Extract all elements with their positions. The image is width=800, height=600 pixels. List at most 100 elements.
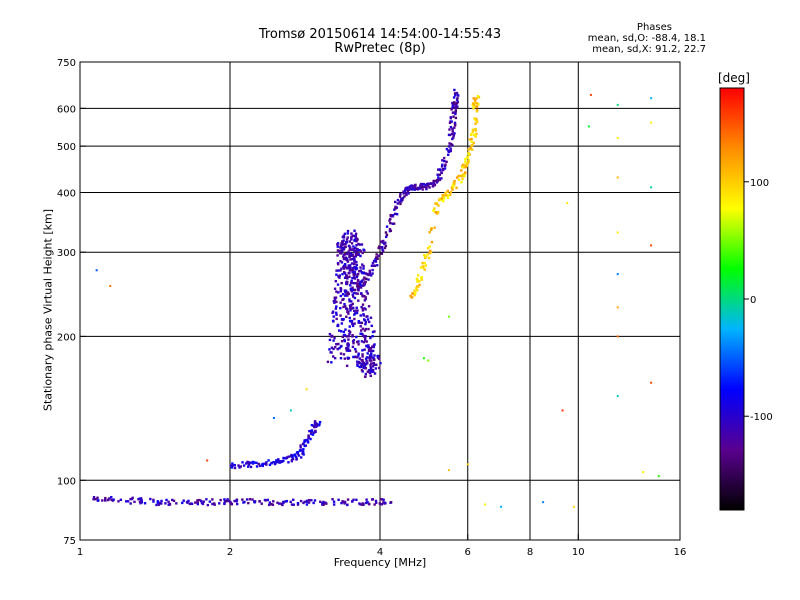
data-point: [333, 287, 337, 290]
data-point: [476, 95, 480, 98]
data-point: [475, 119, 478, 122]
data-point: [280, 460, 284, 463]
data-point: [467, 159, 470, 162]
data-point: [359, 266, 362, 269]
data-point: [384, 235, 388, 239]
data-point: [348, 248, 351, 251]
data-point: [253, 461, 256, 464]
data-point: [589, 93, 592, 96]
data-point: [351, 345, 355, 349]
data-point: [475, 110, 479, 113]
data-point: [392, 222, 396, 225]
data-point: [266, 498, 270, 502]
data-point: [616, 103, 619, 106]
data-point: [413, 184, 417, 187]
data-point: [354, 355, 357, 359]
data-point: [354, 266, 358, 269]
data-point: [402, 191, 405, 195]
data-point: [318, 423, 321, 426]
data-point: [345, 257, 349, 260]
data-point: [433, 226, 436, 229]
data-point: [650, 244, 653, 247]
data-point: [360, 243, 364, 246]
data-point: [348, 325, 351, 328]
data-point: [442, 156, 446, 160]
data-point: [285, 456, 289, 459]
data-point: [257, 462, 260, 466]
data-point: [369, 352, 373, 355]
data-point: [383, 246, 387, 250]
data-point: [355, 285, 359, 288]
data-point: [436, 212, 439, 215]
data-point: [375, 363, 378, 366]
data-point: [348, 269, 352, 272]
data-point: [414, 185, 417, 189]
data-point: [292, 454, 295, 457]
data-point: [409, 188, 412, 191]
data-point: [339, 288, 343, 291]
data-point: [366, 318, 370, 321]
data-point: [350, 238, 353, 241]
data-point: [542, 501, 545, 504]
data-point: [375, 253, 378, 256]
data-point: [344, 328, 347, 331]
data-point: [233, 499, 236, 503]
data-point: [332, 339, 335, 342]
data-point: [351, 500, 354, 503]
data-point: [341, 293, 345, 296]
data-point: [362, 318, 366, 321]
y-tick-label: 750: [57, 58, 76, 69]
data-point: [293, 453, 297, 456]
data-point: [415, 286, 418, 290]
data-point: [350, 262, 354, 265]
data-point: [347, 312, 350, 315]
data-point: [211, 498, 214, 501]
data-point: [353, 262, 356, 266]
data-point: [194, 501, 197, 504]
data-point: [461, 166, 464, 169]
data-point: [464, 157, 467, 161]
colorbar-tick-label: 100: [750, 178, 769, 189]
data-point: [348, 266, 352, 269]
data-point: [437, 199, 441, 202]
y-tick-label: 400: [57, 188, 76, 199]
data-point: [446, 196, 450, 199]
data-point: [346, 356, 349, 360]
data-point: [367, 273, 370, 277]
data-point: [348, 275, 351, 278]
data-point: [339, 345, 343, 348]
data-point: [351, 302, 354, 306]
data-point: [337, 262, 340, 266]
data-point: [420, 184, 424, 187]
data-point: [341, 335, 345, 339]
data-point: [449, 190, 453, 194]
data-point: [331, 310, 335, 313]
data-point: [350, 303, 353, 307]
data-point: [357, 286, 360, 289]
data-point: [370, 353, 373, 356]
data-point: [348, 264, 352, 267]
data-point: [359, 332, 362, 335]
data-point: [261, 464, 264, 468]
data-point: [462, 173, 465, 176]
data-point: [468, 138, 472, 141]
data-point: [452, 136, 455, 139]
data-point: [245, 498, 249, 501]
data-point: [371, 268, 374, 272]
data-point: [303, 444, 306, 448]
data-point: [364, 334, 367, 338]
data-point: [451, 130, 454, 133]
data-point: [343, 272, 347, 275]
data-point: [354, 292, 358, 295]
data-point: [377, 357, 381, 361]
data-point: [419, 266, 423, 269]
data-point: [373, 503, 376, 506]
data-point: [396, 198, 400, 202]
data-point: [353, 229, 356, 232]
data-point: [300, 456, 303, 459]
data-point: [373, 330, 376, 333]
data-point: [587, 125, 590, 128]
data-point: [376, 354, 379, 358]
data-point: [345, 364, 349, 368]
colorbar-ticks: -100 0 100: [744, 178, 773, 423]
